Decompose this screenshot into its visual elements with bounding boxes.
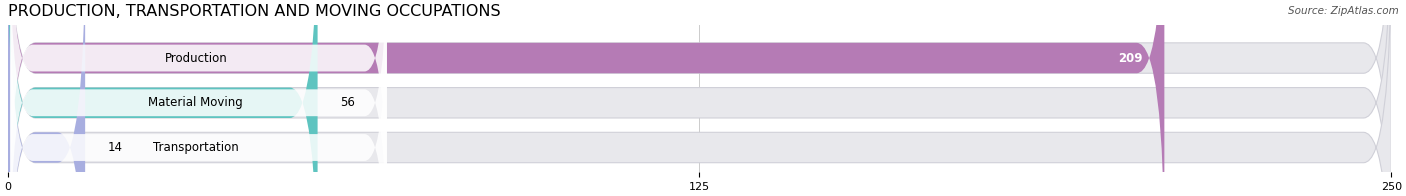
- FancyBboxPatch shape: [7, 0, 1392, 196]
- Text: 56: 56: [340, 96, 354, 109]
- FancyBboxPatch shape: [7, 0, 1392, 196]
- FancyBboxPatch shape: [7, 0, 1392, 196]
- FancyBboxPatch shape: [10, 0, 387, 196]
- FancyBboxPatch shape: [7, 0, 1164, 196]
- Text: PRODUCTION, TRANSPORTATION AND MOVING OCCUPATIONS: PRODUCTION, TRANSPORTATION AND MOVING OC…: [7, 4, 501, 19]
- FancyBboxPatch shape: [7, 0, 318, 196]
- FancyBboxPatch shape: [7, 0, 86, 196]
- Text: Production: Production: [165, 52, 228, 64]
- Text: 14: 14: [107, 141, 122, 154]
- Text: Source: ZipAtlas.com: Source: ZipAtlas.com: [1288, 6, 1399, 16]
- Text: Transportation: Transportation: [153, 141, 239, 154]
- FancyBboxPatch shape: [10, 0, 387, 196]
- Text: Material Moving: Material Moving: [149, 96, 243, 109]
- Text: 209: 209: [1118, 52, 1142, 64]
- FancyBboxPatch shape: [10, 0, 387, 196]
